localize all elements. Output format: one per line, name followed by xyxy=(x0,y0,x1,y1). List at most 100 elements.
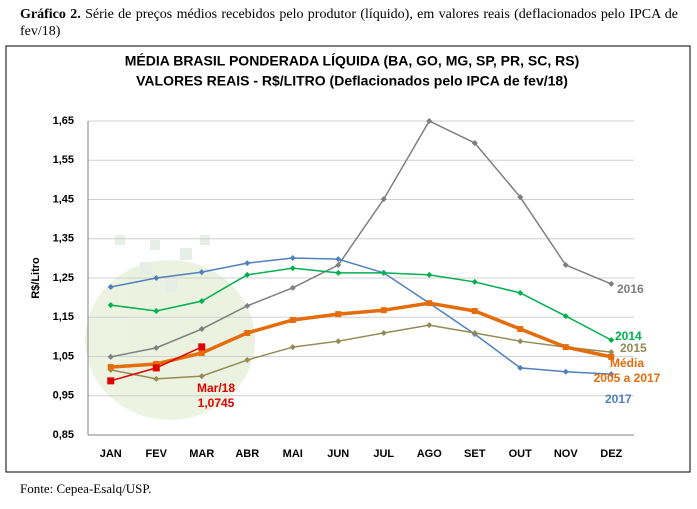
point xyxy=(153,360,160,367)
point xyxy=(562,368,569,375)
point xyxy=(107,377,115,385)
series-label: Média 2005 a 2017 xyxy=(594,356,661,385)
series-line xyxy=(110,120,612,358)
point xyxy=(562,262,569,269)
y-tick-label: 0,85 xyxy=(53,429,74,441)
y-tick-label: 1,15 xyxy=(53,311,74,323)
y-tick-label: 1,35 xyxy=(53,233,74,245)
x-tick-label: AGO xyxy=(417,448,443,460)
annotation: Mar/18 xyxy=(197,381,235,395)
source: Fonte: Cepea-Esalq/USP. xyxy=(20,481,152,496)
point xyxy=(608,280,615,287)
point xyxy=(107,353,114,360)
point xyxy=(153,275,160,281)
x-tick-label: SET xyxy=(464,448,486,460)
point xyxy=(198,349,205,356)
background-decoration xyxy=(85,235,255,420)
point xyxy=(198,269,205,276)
point xyxy=(426,271,433,278)
x-tick-label: MAR xyxy=(189,448,214,460)
x-tick-label: NOV xyxy=(554,448,579,460)
point xyxy=(608,337,615,344)
point xyxy=(426,322,433,329)
caption: Série de preços médios recebidos pelo pr… xyxy=(20,7,679,39)
point xyxy=(335,338,342,345)
point xyxy=(562,313,569,320)
point xyxy=(198,343,206,351)
point xyxy=(244,329,251,336)
series-line xyxy=(110,257,612,375)
y-tick-label: 1,65 xyxy=(53,115,74,127)
series-label: 2017 xyxy=(605,392,632,406)
point xyxy=(562,344,569,351)
point xyxy=(335,311,342,318)
point xyxy=(380,196,387,203)
point xyxy=(608,353,615,360)
point xyxy=(471,139,478,146)
point xyxy=(608,371,615,378)
point xyxy=(335,256,342,263)
x-tick-label: FEV xyxy=(146,448,168,460)
point xyxy=(153,307,160,314)
point xyxy=(335,269,342,276)
y-tick-label: 1,25 xyxy=(53,272,74,284)
point xyxy=(335,262,342,269)
x-tick-label: DEZ xyxy=(600,448,622,460)
point xyxy=(244,357,251,364)
point xyxy=(107,284,114,291)
point xyxy=(517,338,524,345)
chart-border xyxy=(5,45,691,473)
point xyxy=(244,302,251,309)
series-line xyxy=(110,324,612,380)
y-axis-label: R$/Litro xyxy=(30,257,42,299)
y-tick-label: 1,45 xyxy=(53,193,74,205)
point xyxy=(471,329,478,336)
x-tick-label: JUN xyxy=(327,448,349,460)
caption-label: Gráfico 2. xyxy=(20,7,81,22)
point xyxy=(244,271,251,278)
series-label: 2016 xyxy=(617,282,644,296)
point xyxy=(289,284,296,291)
point xyxy=(198,326,205,333)
point xyxy=(153,344,160,351)
point xyxy=(289,344,296,351)
point xyxy=(289,316,296,323)
x-tick-label: OUT xyxy=(509,448,533,460)
y-tick-label: 1,55 xyxy=(53,154,74,166)
point xyxy=(107,302,114,309)
point xyxy=(471,278,478,285)
point xyxy=(517,364,524,371)
point xyxy=(107,364,114,371)
point xyxy=(152,364,160,372)
series-line xyxy=(110,301,612,369)
y-tick-label: 0,95 xyxy=(53,390,74,402)
chart-title: MÉDIA BRASIL PONDERADA LÍQUIDA (BA, GO, … xyxy=(125,53,580,69)
point xyxy=(471,307,478,314)
point xyxy=(198,373,205,380)
point xyxy=(153,375,160,382)
caption-block: Gráfico 2. Série de preços médios recebi… xyxy=(20,6,678,40)
series-line xyxy=(110,267,612,341)
point xyxy=(380,269,387,276)
point xyxy=(517,194,524,201)
x-tick-label: JAN xyxy=(100,448,122,460)
y-tick-label: 1,05 xyxy=(53,350,74,362)
point xyxy=(289,265,296,272)
point xyxy=(426,300,433,307)
point xyxy=(426,118,433,124)
point xyxy=(380,307,387,314)
series-label: 2015 xyxy=(620,341,647,355)
point xyxy=(289,254,296,261)
x-tick-label: JUL xyxy=(373,448,394,460)
point xyxy=(517,326,524,333)
x-tick-label: MAI xyxy=(283,448,303,460)
x-tick-label: ABR xyxy=(235,448,259,460)
chart-subtitle: VALORES REAIS - R$/LITRO (Deflacionados … xyxy=(136,73,568,89)
series-label: 2014 xyxy=(615,329,642,343)
point xyxy=(244,260,251,267)
point xyxy=(380,329,387,336)
point xyxy=(608,349,615,356)
point xyxy=(198,298,205,305)
